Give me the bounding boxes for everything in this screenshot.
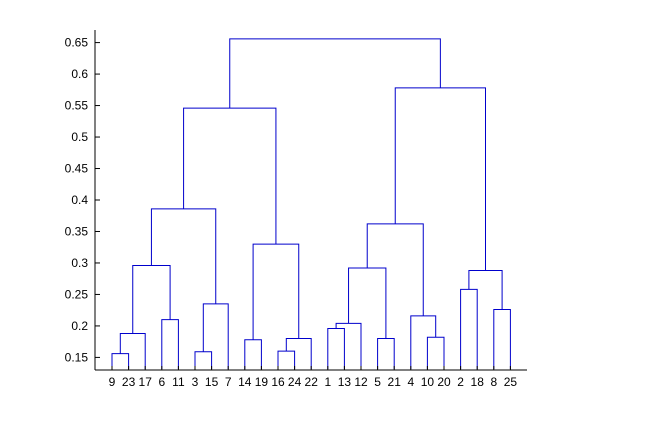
y-tick-label: 0.4 [71, 193, 88, 207]
dendrogram-link-M [327, 327, 345, 369]
dendrogram-link-J [285, 338, 312, 369]
leaf-label: 12 [354, 375, 368, 389]
leaf-label: 17 [139, 375, 153, 389]
axes [94, 30, 527, 371]
leaf-label: 9 [109, 375, 116, 389]
leaf-label: 1 [324, 375, 331, 389]
leaf-label: 2 [457, 375, 464, 389]
leaf-label: 23 [122, 375, 136, 389]
leaf-label: 7 [225, 375, 232, 389]
leaf-label: 4 [407, 375, 414, 389]
leaf-label: 18 [471, 375, 485, 389]
dendrogram-link-A [111, 353, 130, 369]
y-tick-label: 0.6 [71, 67, 88, 81]
dendrogram-link-W [394, 87, 486, 271]
dendrogram-link-P [348, 267, 387, 339]
leaf-label: 20 [437, 375, 451, 389]
leaf-label: 19 [255, 375, 269, 389]
dendrogram-link-F [202, 303, 229, 369]
y-tick-label: 0.65 [65, 36, 89, 50]
y-tick-label: 0.35 [65, 224, 89, 238]
leaf-label: 3 [192, 375, 199, 389]
leaf-label: 8 [490, 375, 497, 389]
y-tick-label: 0.45 [65, 162, 89, 176]
dendrogram-link-K [252, 243, 300, 340]
y-tick-label: 0.5 [71, 130, 88, 144]
y-tick-label: 0.55 [65, 99, 89, 113]
leaf-label: 14 [238, 375, 252, 389]
leaf-label: 5 [374, 375, 381, 389]
dendrogram-link-C [161, 319, 179, 369]
y-tick-label: 0.3 [71, 256, 88, 270]
dendrogram-link-R [410, 315, 437, 369]
dendrogram-link-L [183, 107, 277, 245]
dendrogram-link-Q [426, 336, 445, 369]
dendrogram-link-D [132, 264, 171, 334]
y-tick-label: 0.25 [65, 287, 89, 301]
x-axis-leaf-labels: 9 23 17 6 11 3 15 7 14 19 16 24 22 1 13 12 5 21 4 10 20 2 18 8 2… [109, 366, 518, 389]
dendrogram-link-E [194, 351, 213, 369]
leaf-label: 25 [504, 375, 518, 389]
y-tick-label: 0.15 [65, 350, 89, 364]
leaf-label: 13 [338, 375, 352, 389]
dendrogram-links [111, 38, 511, 369]
leaf-label: 22 [305, 375, 319, 389]
dendrogram-link-X [229, 38, 441, 109]
dendrogram-link-S [366, 223, 424, 316]
leaf-label: 6 [158, 375, 165, 389]
dendrogram-link-U [493, 309, 511, 369]
leaf-label: 11 [172, 375, 185, 389]
y-tick-label: 0.2 [71, 319, 88, 333]
dendrogram-link-T [460, 288, 478, 369]
leaf-label: 10 [421, 375, 435, 389]
dendrogram-link-I [277, 350, 296, 369]
leaf-label: 21 [388, 375, 402, 389]
dendrogram-link-O [377, 338, 395, 369]
dendrogram-link-H [244, 339, 262, 369]
dendrogram-link-G [150, 208, 217, 304]
leaf-label: 16 [271, 375, 285, 389]
dendrogram-link-V [468, 270, 503, 310]
dendrogram-link-B [119, 332, 146, 369]
leaf-label: 15 [205, 375, 219, 389]
y-axis-ticks: 0.15 0.2 0.25 0.3 0.35 0.4 0.45 0.5 0.55 0.6 0.65 [65, 36, 100, 364]
dendrogram-link-N [335, 322, 362, 369]
leaf-label: 24 [288, 375, 302, 389]
